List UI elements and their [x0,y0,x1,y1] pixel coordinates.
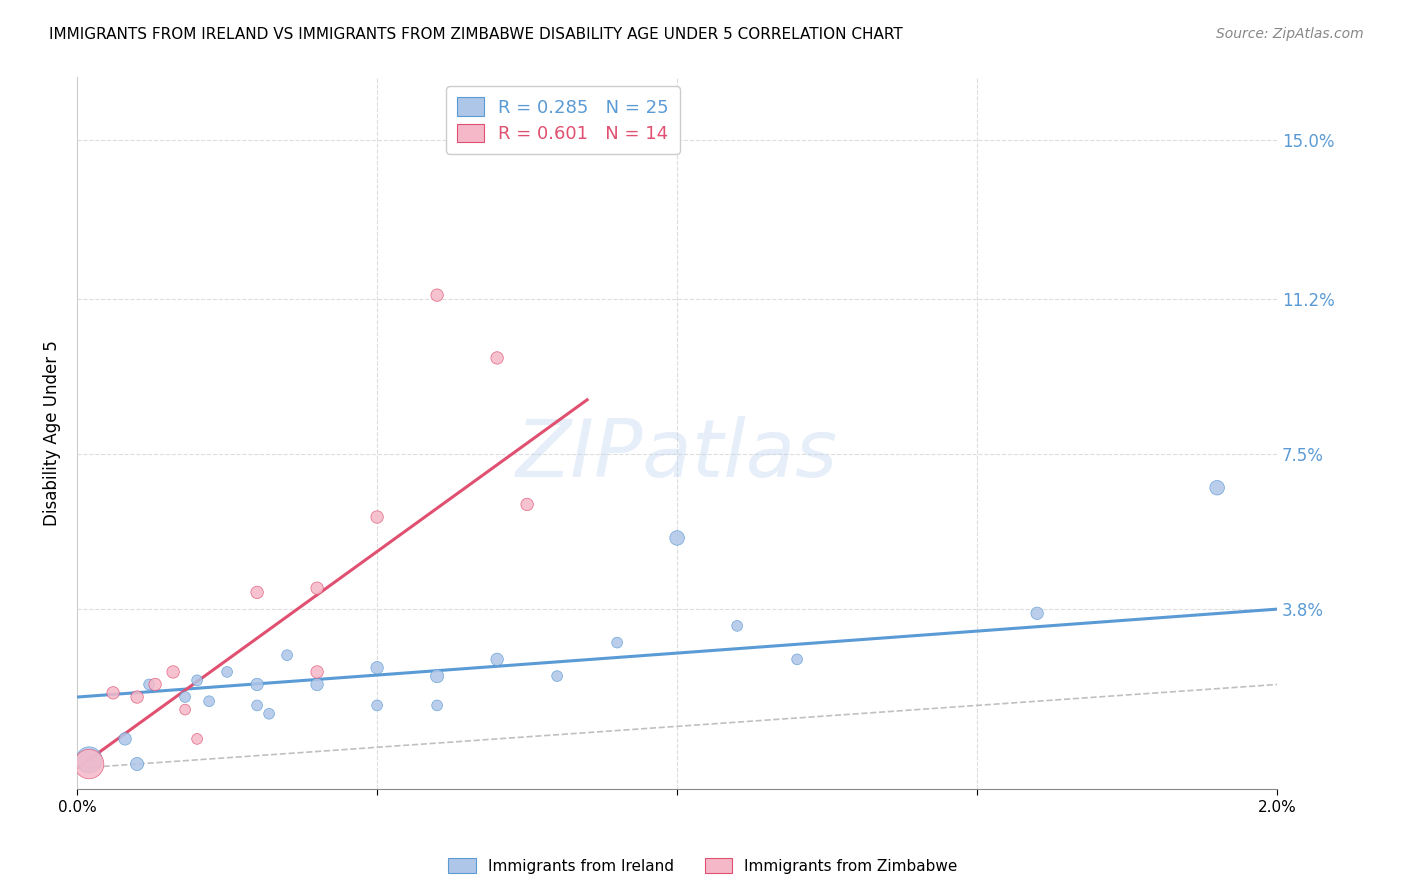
Point [198,694,221,708]
Point [174,703,197,717]
Point [186,731,208,746]
Point [546,669,568,683]
Point [217,665,239,679]
Point [174,690,197,704]
Text: ZIPatlas: ZIPatlas [516,416,838,493]
Point [366,698,388,713]
Point [426,288,449,302]
Point [138,677,160,691]
Point [186,673,208,688]
Point [516,498,538,512]
Point [246,698,269,713]
Point [77,753,100,767]
Point [725,619,748,633]
Point [246,585,269,599]
Point [1206,481,1229,495]
Point [246,677,269,691]
Point [77,757,100,772]
Point [307,665,329,679]
Point [786,652,808,666]
Point [101,686,124,700]
Point [486,351,509,365]
Point [426,669,449,683]
Legend: R = 0.285   N = 25, R = 0.601   N = 14: R = 0.285 N = 25, R = 0.601 N = 14 [446,87,681,154]
Point [1026,607,1049,621]
Point [666,531,689,545]
Point [114,731,136,746]
Point [127,757,149,772]
Text: IMMIGRANTS FROM IRELAND VS IMMIGRANTS FROM ZIMBABWE DISABILITY AGE UNDER 5 CORRE: IMMIGRANTS FROM IRELAND VS IMMIGRANTS FR… [49,27,903,42]
Point [143,677,166,691]
Point [127,690,149,704]
Legend: Immigrants from Ireland, Immigrants from Zimbabwe: Immigrants from Ireland, Immigrants from… [443,852,963,880]
Point [257,706,280,721]
Point [366,661,388,675]
Point [486,652,509,666]
Point [606,635,628,649]
Point [366,510,388,524]
Y-axis label: Disability Age Under 5: Disability Age Under 5 [44,341,60,526]
Point [276,648,298,663]
Point [307,581,329,595]
Point [307,677,329,691]
Text: Source: ZipAtlas.com: Source: ZipAtlas.com [1216,27,1364,41]
Point [162,665,184,679]
Point [426,698,449,713]
